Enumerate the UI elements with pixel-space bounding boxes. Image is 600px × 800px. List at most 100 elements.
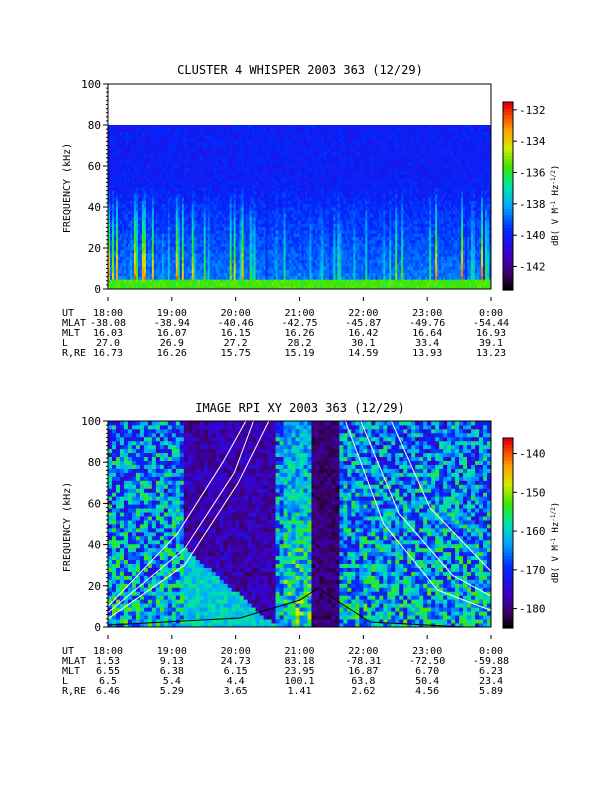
spectrogram-cell: [141, 154, 145, 159]
spectrogram-cell: [113, 200, 117, 205]
spectrogram-cell: [113, 262, 117, 267]
spectrogram-cell: [131, 151, 135, 156]
spectrogram-cell: [135, 216, 139, 221]
spectrogram-cell: [119, 193, 123, 198]
spectrogram-cell: [121, 282, 125, 287]
spectrogram-cell: [108, 128, 111, 133]
spectrogram-cell: [125, 285, 129, 290]
spectrogram-cell: [108, 184, 111, 188]
spectrogram-cell: [125, 134, 129, 139]
spectrogram-cell: [125, 207, 129, 211]
spectrogram-cell: [131, 207, 135, 211]
spectrogram-cell: [131, 259, 135, 264]
spectrogram-cell: [125, 262, 129, 267]
spectrogram-cell: [145, 174, 149, 178]
spectrogram-cell: [119, 285, 123, 290]
spectrogram-cell: [123, 151, 127, 156]
spectrogram-cell: [113, 226, 117, 231]
spectrogram-cell: [117, 193, 121, 198]
spectrogram-cell: [119, 249, 123, 254]
spectrogram-cell: [108, 125, 111, 129]
spectrogram-cell: [117, 229, 121, 234]
spectrogram-cell: [115, 226, 119, 231]
spectrogram-cell: [127, 269, 131, 274]
spectrogram-cell: [141, 128, 145, 133]
spectrogram-cell: [137, 177, 141, 182]
spectrogram-cell: [127, 285, 131, 290]
spectrogram-cell: [108, 233, 111, 238]
spectrogram-cell: [119, 252, 123, 257]
spectrogram-cell: [127, 161, 131, 165]
spectrogram-cell: [143, 154, 147, 159]
spectrogram-cell: [127, 167, 131, 172]
spectrogram-cell: [129, 220, 133, 224]
spectrogram-cell: [113, 246, 117, 251]
spectrogram-cell: [108, 226, 111, 231]
spectrogram-cell: [131, 272, 135, 277]
spectrogram-cell: [141, 203, 145, 208]
spectrogram-cell: [127, 246, 131, 251]
spectrogram-cell: [109, 154, 113, 159]
spectrogram-cell: [119, 220, 123, 224]
spectrogram-cell: [135, 147, 139, 152]
spectrogram-cell: [123, 285, 127, 290]
spectrogram-cell: [145, 220, 149, 224]
spectrogram-cell: [109, 157, 113, 162]
spectrogram-cell: [139, 207, 143, 211]
spectrogram-cell: [121, 213, 125, 218]
spectrogram-cell: [143, 187, 147, 192]
spectrogram-cell: [143, 266, 147, 270]
spectrogram-cell: [123, 216, 127, 221]
spectrogram-cell: [139, 167, 143, 172]
spectrogram-cell: [135, 170, 139, 175]
spectrogram-cell: [115, 236, 119, 241]
spectrogram-cell: [121, 134, 125, 139]
spectrogram-cell: [147, 203, 151, 208]
spectrogram-cell: [123, 207, 127, 211]
spectrogram-cell: [127, 243, 131, 247]
spectrogram-cell: [117, 174, 121, 178]
spectrogram-cell: [129, 151, 133, 156]
spectrogram-cell: [147, 233, 151, 238]
spectrogram-cell: [125, 236, 129, 241]
spectrogram-cell: [143, 207, 147, 211]
spectrogram-cell: [108, 151, 111, 156]
spectrogram-cell: [149, 275, 153, 280]
spectrogram-cell: [131, 134, 135, 139]
spectrogram-cell: [145, 239, 149, 244]
spectrogram-cell: [119, 236, 123, 241]
spectrogram-cell: [137, 229, 141, 234]
spectrogram-cell: [121, 272, 125, 277]
spectrogram-cell: [131, 161, 135, 165]
spectrogram-cell: [125, 157, 129, 162]
spectrogram-cell: [129, 249, 133, 254]
spectrogram-cell: [133, 190, 137, 195]
spectrogram-cell: [109, 184, 113, 188]
spectrogram-cell: [119, 134, 123, 139]
spectrogram-cell: [109, 200, 113, 205]
spectrogram-cell: [133, 233, 137, 238]
spectrogram-cell: [109, 125, 113, 129]
spectrogram-cell: [143, 184, 147, 188]
chart-title: CLUSTER 4 WHISPER 2003 363 (12/29): [177, 63, 423, 77]
spectrogram-cell: [137, 239, 141, 244]
spectrogram-cell: [123, 125, 127, 129]
spectrogram-cell: [125, 229, 129, 234]
spectrogram-cell: [139, 272, 143, 277]
spectrogram-cell: [119, 147, 123, 152]
spectrogram-cell: [145, 252, 149, 257]
spectrogram-cell: [149, 207, 153, 211]
spectrogram-cell: [141, 223, 145, 228]
spectrogram-cell: [131, 177, 135, 182]
spectrogram-cell: [111, 262, 115, 267]
spectrogram-cell: [117, 125, 121, 129]
spectrogram-cell: [121, 157, 125, 162]
spectrogram-cell: [113, 161, 117, 165]
spectrogram-cell: [133, 184, 137, 188]
spectrogram-cell: [119, 184, 123, 188]
spectrogram-cell: [143, 180, 147, 185]
spectrogram-cell: [131, 256, 135, 260]
spectrogram-cell: [127, 256, 131, 260]
spectrogram-cell: [145, 216, 149, 221]
spectrogram-cell: [113, 223, 117, 228]
